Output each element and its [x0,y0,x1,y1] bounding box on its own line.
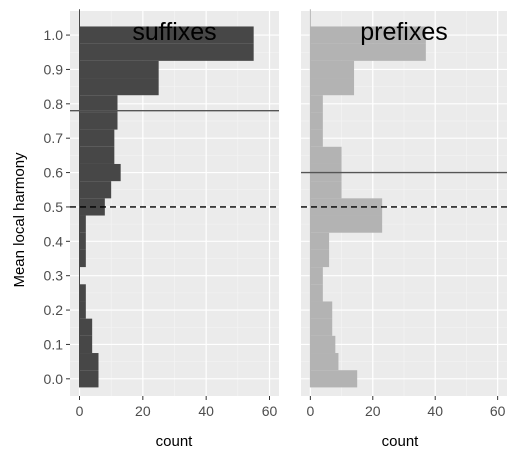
histogram-bar [310,370,358,388]
histogram-bar [79,318,93,336]
x-tick-label: 60 [262,403,278,419]
histogram-bar [79,249,86,268]
histogram-bar [79,232,86,250]
histogram-bar [310,284,323,302]
y-tick-label: 0.7 [44,130,64,146]
x-tick-label: 40 [198,403,214,419]
histogram-bar [310,26,426,44]
histogram-bar [79,335,93,354]
facet-title: suffixes [132,18,216,46]
histogram-bar [79,43,254,61]
histogram-bar [310,335,336,354]
y-tick-label: 0.0 [44,371,64,387]
histogram-bar [310,249,330,268]
facet-panels: suffixes 0 20 40 60 0.0 0.1 0.2 0.3 0.4 0.5 0.6 0.7 0… [44,9,507,419]
y-axis-title: Mean local harmony [11,152,28,288]
y-tick-label: 0.8 [44,96,64,112]
x-tick-label: 20 [365,403,381,419]
y-tick-label: 0.1 [44,336,64,352]
histogram-bar [310,318,333,336]
histogram-bar [79,163,121,182]
y-tick-label: 1.0 [44,27,64,43]
y-tick-label: 0.4 [44,233,64,249]
x-tick-label: 20 [135,403,151,419]
y-tick-label: 0.2 [44,302,64,318]
histogram-bar [79,215,86,233]
histogram-bar [310,60,355,79]
x-axis-title-suffixes: count [156,433,194,450]
x-axis-title-prefixes: count [382,433,420,450]
histogram-bar [79,129,115,147]
histogram-bar [310,78,355,96]
panel-suffixes: suffixes 0 20 40 60 0.0 0.1 0.2 0.3 0.4 0.5 0.6 0.7 0… [44,9,279,419]
histogram-bar [79,181,112,199]
facet-title: prefixes [360,18,448,46]
histogram-bar [79,112,118,130]
histogram-bar [310,215,383,233]
histogram-bar [310,181,342,199]
y-tick-label: 0.6 [44,165,64,181]
y-tick-label: 0.5 [44,199,64,215]
histogram-bar [310,267,323,285]
histogram-bar [79,26,254,44]
histogram-bar [310,232,330,250]
histogram-bar [79,301,86,319]
histogram-bar [310,146,342,164]
histogram-bar [79,95,118,113]
histogram-bar [310,353,339,371]
x-tick-label: 0 [76,403,84,419]
x-tick-label: 60 [490,403,506,419]
histogram-bar [79,78,159,96]
histogram-bar [310,112,323,130]
histogram-bar [79,284,86,302]
histogram-bar [79,353,99,371]
histogram-bar [310,129,323,147]
histogram-bar [79,370,99,388]
histogram-bar [79,60,159,79]
panel-prefixes: prefixes 0 20 40 60 [301,9,507,419]
x-tick-label: 40 [427,403,443,419]
y-tick-label: 0.3 [44,268,64,284]
histogram-bar [310,95,323,113]
histogram-bar [79,146,115,164]
y-tick-label: 0.9 [44,61,64,77]
x-tick-label: 0 [306,403,314,419]
histogram-bar [310,43,426,61]
histogram-bar [310,301,333,319]
